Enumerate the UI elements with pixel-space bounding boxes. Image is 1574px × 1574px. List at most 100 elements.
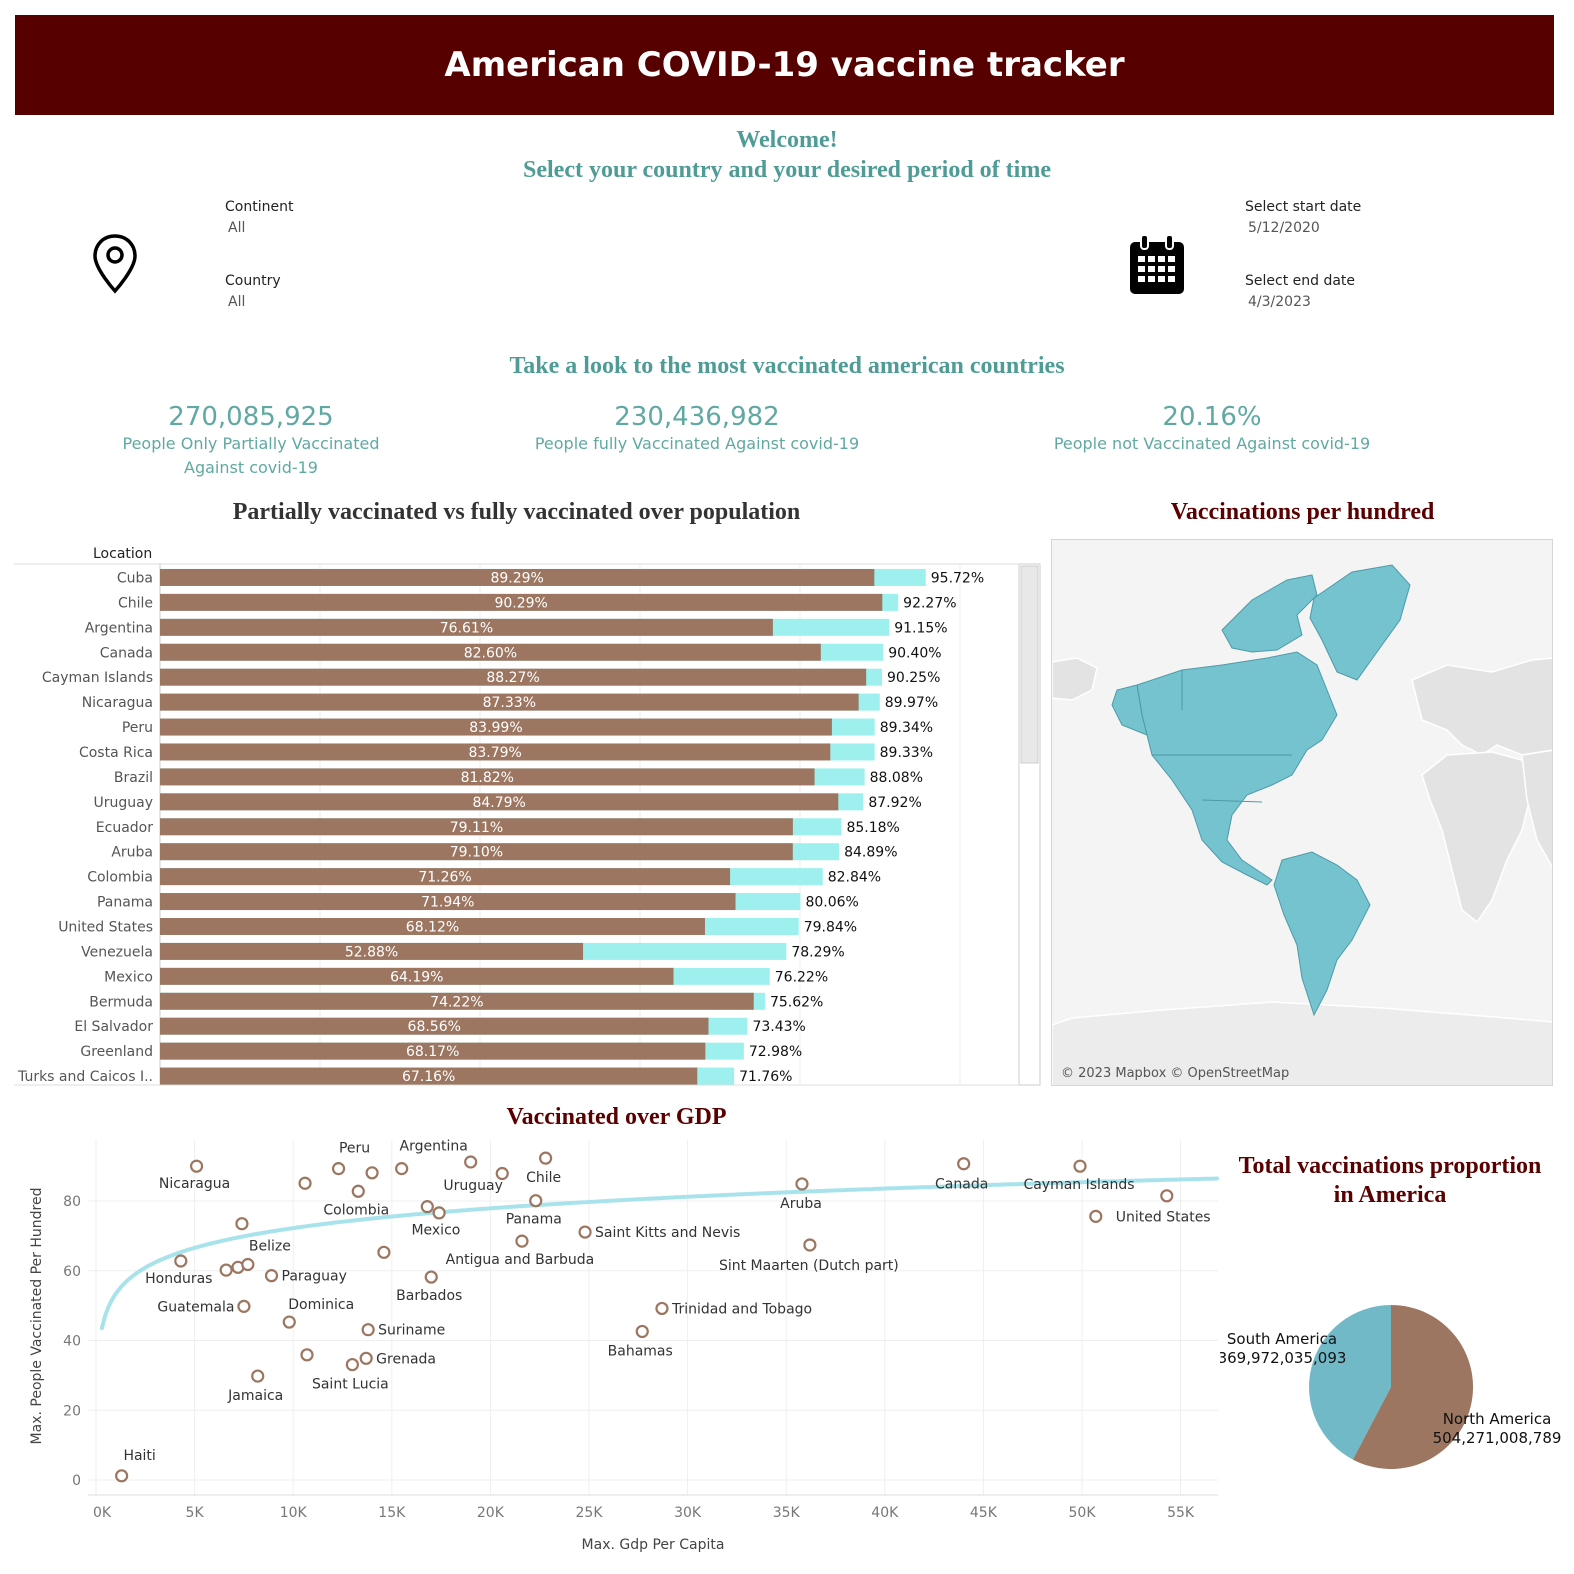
bar-partially-label: 88.08% <box>870 770 923 786</box>
scatter-point <box>359 1351 373 1365</box>
scatter-point-label: Antigua and Barbuda <box>446 1252 595 1268</box>
scatter-x-tick: 30K <box>674 1505 702 1521</box>
scatter-point <box>655 1301 669 1316</box>
welcome-line2: Select your country and your desired per… <box>523 157 1051 183</box>
bar-fully-label: 87.33% <box>483 695 536 711</box>
bar-partially-label: 87.92% <box>868 795 921 811</box>
scatter-trend-line <box>99 1176 1220 1331</box>
bar-category-label: Colombia <box>87 870 153 886</box>
location-pin-icon <box>92 233 138 295</box>
bar-fully-label: 79.11% <box>450 820 503 836</box>
continent-label: Continent <box>225 199 294 215</box>
vaccination-map[interactable]: © 2023 Mapbox © OpenStreetMap <box>1051 539 1553 1086</box>
bar-fully <box>160 942 584 960</box>
bar-partially-label: 80.06% <box>805 895 858 911</box>
scatter-point <box>282 1315 296 1329</box>
country-value[interactable]: All <box>228 294 246 310</box>
map-attribution: © 2023 Mapbox © OpenStreetMap <box>1061 1066 1290 1081</box>
bar-category-label: Cayman Islands <box>42 670 153 686</box>
bar-fully <box>160 668 867 686</box>
bar-fully <box>160 768 815 786</box>
scatter-point <box>395 1162 409 1176</box>
bar-partially-label: 84.89% <box>844 845 897 861</box>
bar-fully-label: 71.94% <box>421 895 474 911</box>
bar-category-label: Aruba <box>111 845 153 861</box>
bar-fully <box>160 743 831 761</box>
scatter-point <box>219 1263 233 1277</box>
scatter-point-label: United States <box>1116 1209 1211 1225</box>
bar-partially-label: 76.22% <box>775 969 828 985</box>
bar-fully-label: 68.56% <box>408 1019 461 1035</box>
scatter-point-label: Cayman Islands <box>1023 1177 1134 1193</box>
section-subtitle: Take a look to the most vaccinated ameri… <box>509 353 1065 379</box>
scatter-point <box>241 1257 255 1272</box>
scatter-point <box>420 1200 434 1214</box>
start-date-value[interactable]: 5/12/2020 <box>1248 220 1320 236</box>
kpi-fully-value: 230,436,982 <box>614 402 780 432</box>
bar-fully-label: 67.16% <box>402 1069 455 1085</box>
scatter-point <box>345 1357 359 1372</box>
kpi-not-vaccinated-value: 20.16% <box>1162 402 1262 432</box>
scatter-point-label: Belize <box>249 1239 291 1255</box>
pie-label-south-value: 369,972,035,093 <box>1220 1349 1346 1367</box>
scatter-point <box>529 1194 543 1208</box>
bar-partially-label: 90.40% <box>888 645 941 661</box>
bar-fully-label: 90.29% <box>494 595 547 611</box>
scatter-y-tick: 20 <box>63 1403 81 1419</box>
scatter-point <box>264 1269 279 1283</box>
bar-category-label: Cuba <box>117 570 153 586</box>
scatter-x-tick: 50K <box>1069 1505 1097 1521</box>
pie-chart-title: Total vaccinations proportion in America <box>1225 1152 1555 1210</box>
scatter-x-tick: 40K <box>871 1505 899 1521</box>
bar-fully <box>160 793 839 811</box>
bar-category-label: Bermuda <box>89 994 153 1010</box>
bar-fully <box>160 893 736 911</box>
scatter-point-label: Panama <box>506 1212 562 1228</box>
scatter-point <box>1073 1159 1087 1173</box>
bar-fully-label: 68.12% <box>406 919 459 935</box>
scatter-y-tick: 0 <box>72 1473 81 1489</box>
scatter-point-label: Uruguay <box>443 1178 503 1194</box>
country-filter[interactable]: Country All <box>225 273 281 310</box>
scatter-x-tick: 45K <box>970 1505 998 1521</box>
end-date-filter[interactable]: Select end date 4/3/2023 <box>1245 273 1355 310</box>
scatter-point <box>515 1234 529 1248</box>
scatter-x-tick: 25K <box>576 1505 604 1521</box>
scatter-point-label: Suriname <box>378 1323 445 1339</box>
pie-label-north-name: North America <box>1443 1410 1552 1428</box>
scatter-point-label: Aruba <box>780 1196 822 1212</box>
scatter-point <box>795 1177 809 1191</box>
scatter-point <box>635 1324 649 1339</box>
pie-slice-north-america <box>1352 1305 1474 1469</box>
bar-partially-label: 72.98% <box>749 1044 802 1060</box>
bar-fully <box>160 718 832 736</box>
bar-partially-label: 78.29% <box>791 944 844 960</box>
bar-partially-label: 90.25% <box>887 670 940 686</box>
start-date-filter[interactable]: Select start date 5/12/2020 <box>1245 199 1361 236</box>
scatter-point-label: Dominica <box>288 1297 354 1313</box>
kpi-not-vaccinated-label: People not Vaccinated Against covid-19 <box>1053 434 1371 453</box>
scatter-point <box>365 1166 379 1180</box>
bar-partially-label: 79.84% <box>804 919 857 935</box>
continent-value[interactable]: All <box>228 220 246 236</box>
scatter-point-label: Nicaragua <box>159 1176 230 1192</box>
scatter-point <box>957 1157 971 1171</box>
scatter-point <box>115 1469 129 1483</box>
pie-title-line2: in America <box>1333 1182 1447 1208</box>
calendar-icon <box>1128 234 1186 296</box>
kpi-partially: 270,085,925 People Only Partially Vaccin… <box>101 402 401 480</box>
bar-category-label: Turks and Caicos I.. <box>17 1069 153 1085</box>
bar-partially-label: 82.84% <box>828 870 881 886</box>
dashboard-title: American COVID-19 vaccine tracker <box>444 45 1125 85</box>
scatter-point <box>803 1238 817 1252</box>
bar-category-label: Nicaragua <box>82 695 153 711</box>
scatter-point <box>464 1155 478 1169</box>
bar-fully <box>160 843 793 861</box>
continent-filter[interactable]: Continent All <box>225 199 293 236</box>
scatter-point <box>351 1184 365 1198</box>
scatter-y-label: Max. People Vaccinated Per Hundred <box>29 1188 45 1445</box>
end-date-value[interactable]: 4/3/2023 <box>1248 294 1311 310</box>
pie-title-line1: Total vaccinations proportion <box>1238 1153 1542 1179</box>
bar-fully-label: 88.27% <box>486 670 539 686</box>
bar-fully <box>160 1042 706 1060</box>
